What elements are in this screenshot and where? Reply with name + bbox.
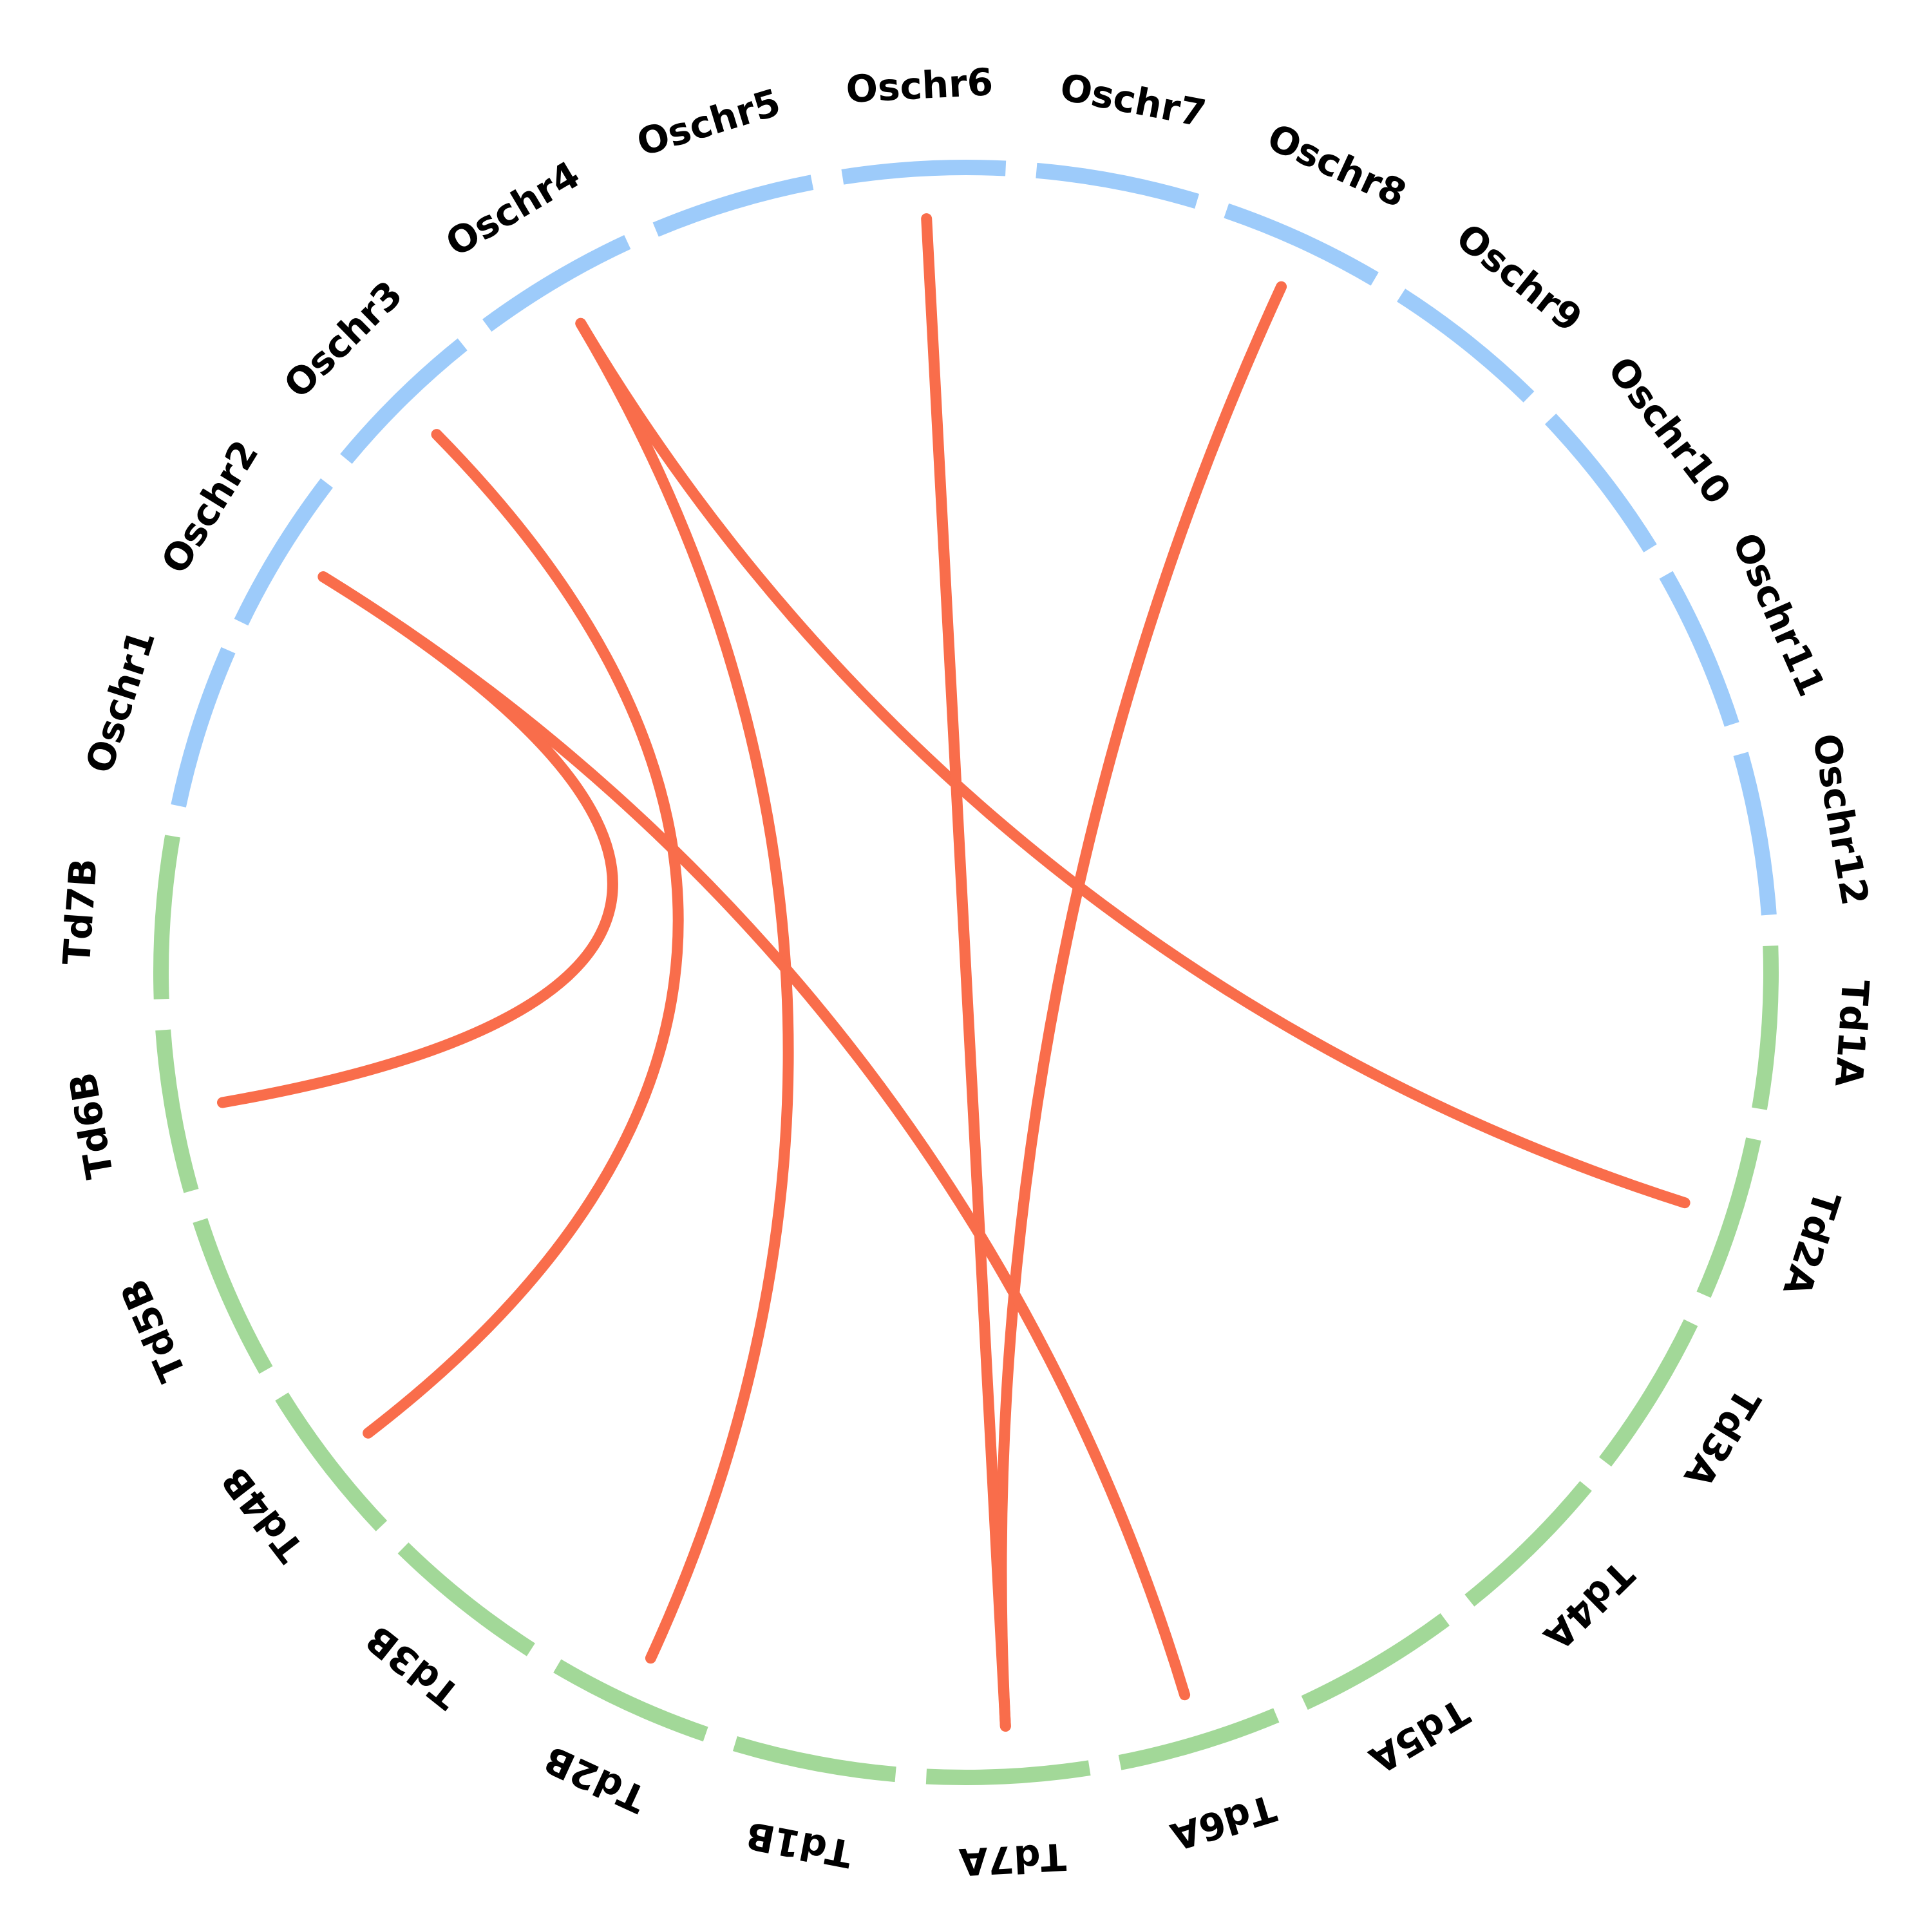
label-Td5B: Td5B	[112, 1273, 195, 1388]
segment-Td5B	[193, 1218, 273, 1374]
label-Td2B: Td2B	[538, 1737, 653, 1821]
segment-Oschr4	[482, 235, 631, 332]
label-Td7B: Td7B	[55, 857, 106, 967]
label-Td3B: Td3B	[357, 1616, 468, 1717]
segment-Td5A	[1301, 1613, 1450, 1710]
segment-Td2A	[1696, 1137, 1761, 1298]
segment-Td7B	[153, 835, 180, 999]
segment-Oschr12	[1733, 752, 1777, 916]
segment-Oschr9	[1397, 289, 1535, 402]
segment-Oschr7	[1036, 162, 1200, 209]
chromosome-segments	[153, 159, 1779, 1786]
label-Td6B: Td6B	[61, 1069, 122, 1182]
segment-Td3B	[397, 1542, 535, 1656]
segment-Td4A	[1464, 1481, 1592, 1607]
label-Td1B: Td1B	[743, 1813, 855, 1876]
link-Oschr3-Td4B	[363, 429, 684, 1439]
label-Oschr1: Oschr1	[77, 625, 164, 778]
segment-Td4B	[275, 1392, 388, 1531]
segment-Oschr11	[1659, 571, 1739, 727]
label-Td6A: Td6A	[1166, 1786, 1281, 1859]
link-Oschr8-Td7A	[996, 281, 1287, 1732]
label-Oschr7: Oschr7	[1057, 65, 1209, 136]
label-Td2A: Td2A	[1774, 1186, 1849, 1301]
label-Td5A: Td5A	[1362, 1690, 1477, 1782]
segment-Td3A	[1598, 1319, 1698, 1467]
label-Oschr9: Oschr9	[1448, 215, 1591, 341]
link-Oschr4-Td2A	[575, 317, 1690, 1209]
label-Td4B: Td4B	[213, 1459, 312, 1570]
link-Oschr6-Td7A	[921, 213, 1011, 1732]
link-Oschr4-Td2B	[575, 317, 794, 1664]
segment-Oschr1	[171, 647, 236, 808]
segment-Oschr2	[234, 478, 334, 626]
label-Oschr6: Oschr6	[845, 60, 994, 111]
segment-Oschr10	[1544, 413, 1657, 553]
label-Oschr4: Oschr4	[439, 153, 587, 265]
synteny-links	[217, 213, 1690, 1732]
segment-Td1A	[1752, 945, 1779, 1110]
link-Oschr2-Td6B	[217, 571, 618, 1108]
segment-Td2B	[553, 1659, 708, 1742]
label-Oschr5: Oschr5	[632, 80, 785, 165]
segment-Oschr6	[841, 159, 1007, 185]
segment-Oschr8	[1224, 203, 1379, 286]
segment-Td7A	[925, 1760, 1091, 1786]
label-Oschr10: Oschr10	[1599, 348, 1739, 512]
segment-Oschr3	[340, 338, 468, 464]
segment-Td6A	[1118, 1708, 1280, 1770]
label-Td4A: Td4A	[1535, 1552, 1642, 1658]
label-Oschr2: Oschr2	[153, 433, 267, 581]
segment-Td1B	[732, 1736, 896, 1783]
segment-Oschr5	[652, 175, 814, 237]
label-Td1A: Td1A	[1826, 978, 1877, 1088]
label-Td3A: Td3A	[1676, 1381, 1769, 1495]
label-Oschr3: Oschr3	[276, 272, 412, 407]
label-Td7A: Td7A	[958, 1835, 1067, 1884]
label-Oschr11: Oschr11	[1724, 527, 1834, 703]
label-Oschr8: Oschr8	[1261, 115, 1413, 216]
label-Oschr12: Oschr12	[1804, 730, 1877, 909]
segment-Td6B	[155, 1029, 199, 1193]
